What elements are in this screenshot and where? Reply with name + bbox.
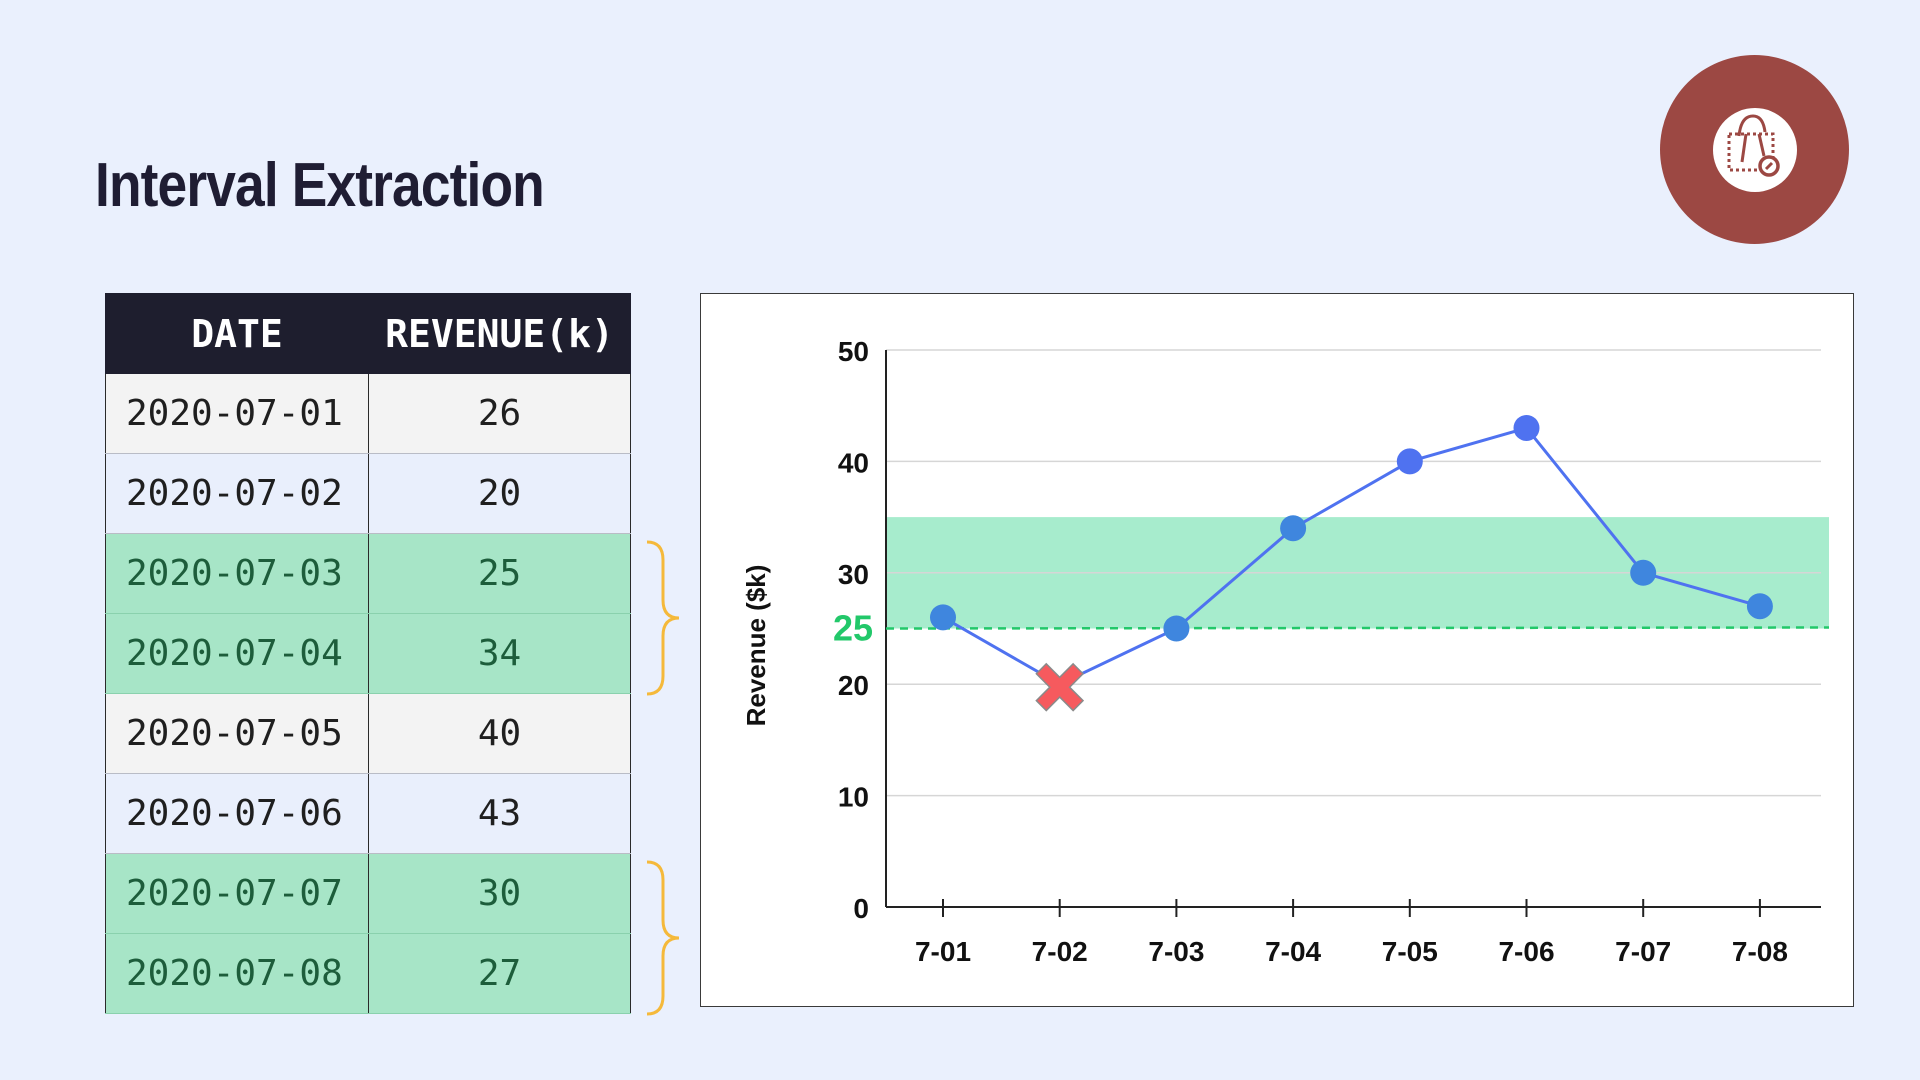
revenue-cell: 25 <box>368 533 631 614</box>
data-point <box>1746 593 1773 620</box>
data-point <box>1396 448 1423 475</box>
header-date: DATE <box>105 293 369 374</box>
revenue-cell: 43 <box>368 773 631 854</box>
excluded-point-mark <box>1035 662 1085 712</box>
y-tick-label: 20 <box>838 670 869 701</box>
x-tick-label: 7-05 <box>1382 936 1438 967</box>
y-axis-label: Revenue ($k) <box>741 565 771 727</box>
revenue-cell: 26 <box>368 373 631 454</box>
chart-canvas: 0 10 20 30 40 50 25 Revenue ($k) 7-01 7-02 7-03 7-0… <box>741 336 1830 967</box>
revenue-cell: 40 <box>368 693 631 774</box>
data-point <box>1513 414 1540 441</box>
x-tick-label: 7-04 <box>1265 936 1321 967</box>
date-cell: 2020-07-07 <box>105 853 369 934</box>
table-row: 2020-07-01 26 <box>105 373 631 454</box>
red-x-icon <box>1035 662 1085 712</box>
table-row-highlighted: 2020-07-03 25 <box>105 533 631 614</box>
table-row-highlighted: 2020-07-04 34 <box>105 613 631 694</box>
x-tick-label: 7-02 <box>1032 936 1088 967</box>
table-row-highlighted: 2020-07-07 30 <box>105 853 631 934</box>
date-cell: 2020-07-04 <box>105 613 369 694</box>
y-tick-label: 10 <box>838 782 869 813</box>
revenue-table: DATE REVENUE(k) 2020-07-01 26 2020-07-02… <box>105 293 631 1014</box>
y-tick-label: 40 <box>838 447 869 478</box>
page-title: Interval Extraction <box>95 151 545 220</box>
x-tick-label: 7-08 <box>1732 936 1788 967</box>
table-header-row: DATE REVENUE(k) <box>105 293 631 374</box>
header-revenue: REVENUE(k) <box>368 293 631 374</box>
data-point <box>1630 559 1657 586</box>
threshold-line <box>885 626 1830 630</box>
data-point <box>930 604 956 631</box>
revenue-cell: 20 <box>368 453 631 534</box>
y-tick-label: 0 <box>853 893 869 924</box>
curly-brace-icon <box>646 540 680 696</box>
y-tick-label: 50 <box>838 336 869 367</box>
shopping-bag-dashed-icon <box>1713 108 1797 192</box>
revenue-chart: 0 10 20 30 40 50 25 Revenue ($k) 7-01 7-02 7-03 7-0… <box>700 293 1854 1007</box>
revenue-cell: 34 <box>368 613 631 694</box>
x-tick-label: 7-03 <box>1148 936 1204 967</box>
data-point <box>1163 615 1190 642</box>
table-row-highlighted: 2020-07-08 27 <box>105 933 631 1014</box>
date-cell: 2020-07-03 <box>105 533 369 614</box>
revenue-cell: 30 <box>368 853 631 934</box>
data-point <box>1280 515 1307 542</box>
date-cell: 2020-07-08 <box>105 933 369 1014</box>
date-cell: 2020-07-02 <box>105 453 369 534</box>
x-tick-label: 7-07 <box>1615 936 1671 967</box>
date-cell: 2020-07-05 <box>105 693 369 774</box>
table-row: 2020-07-06 43 <box>105 773 631 854</box>
y-tick-label: 30 <box>838 559 869 590</box>
table-row: 2020-07-02 20 <box>105 453 631 534</box>
threshold-label: 25 <box>833 608 873 649</box>
date-cell: 2020-07-01 <box>105 373 369 454</box>
revenue-cell: 27 <box>368 933 631 1014</box>
date-cell: 2020-07-06 <box>105 773 369 854</box>
x-tick-label: 7-01 <box>915 936 971 967</box>
logo-badge <box>1660 55 1849 244</box>
x-tick-label: 7-06 <box>1498 936 1554 967</box>
table-row: 2020-07-05 40 <box>105 693 631 774</box>
curly-brace-icon <box>646 860 680 1016</box>
